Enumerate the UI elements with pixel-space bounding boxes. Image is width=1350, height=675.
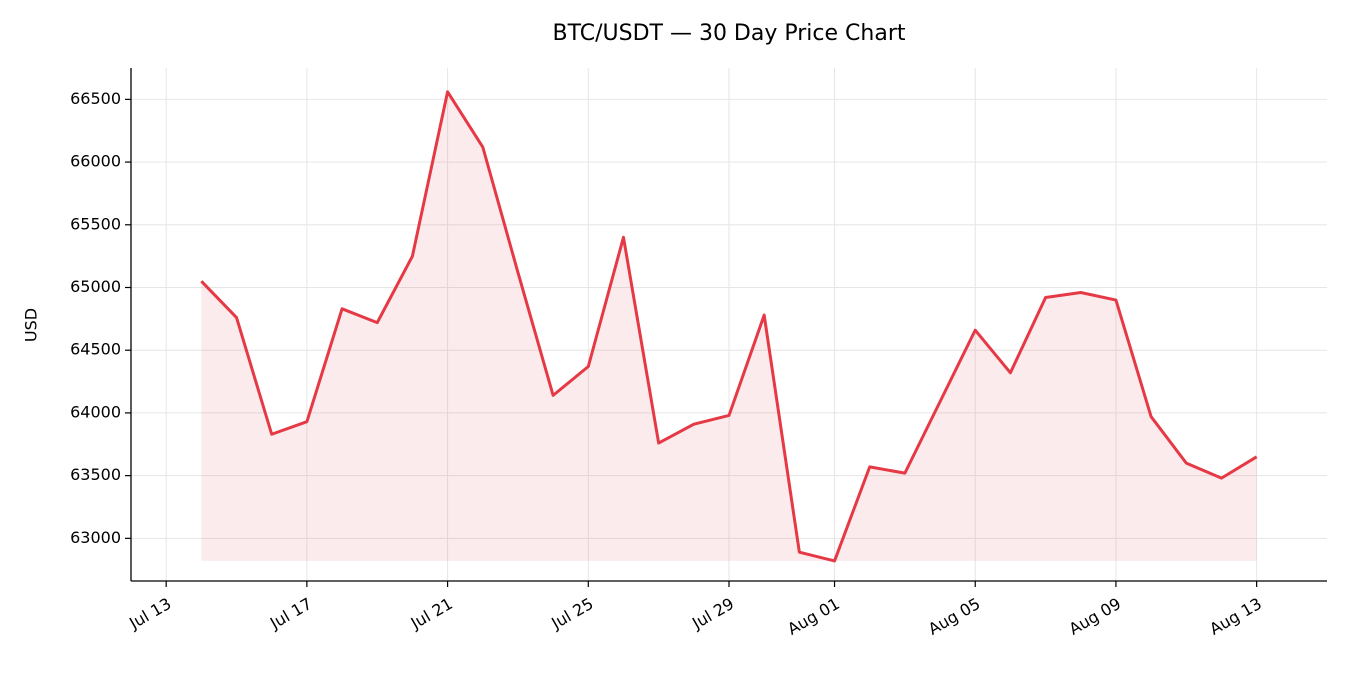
x-tick-label: Aug 01 <box>784 594 843 639</box>
x-tick-label: Jul 25 <box>547 594 596 633</box>
x-tick-label: Jul 29 <box>688 594 737 633</box>
x-tick-label: Aug 13 <box>1206 594 1265 639</box>
y-tick-label: 64000 <box>70 402 121 421</box>
x-tick-label: Jul 17 <box>266 594 315 633</box>
y-tick-label: 65500 <box>70 214 121 233</box>
x-tick-label: Aug 09 <box>1066 594 1125 639</box>
area-fill <box>201 91 1257 561</box>
y-tick-label: 64500 <box>70 340 121 359</box>
y-tick-label: 63000 <box>70 528 121 547</box>
x-tick-label: Aug 05 <box>925 594 984 639</box>
x-tick-label: Jul 21 <box>407 594 456 633</box>
y-tick-label: 66000 <box>70 152 121 171</box>
y-tick-label: 63500 <box>70 465 121 484</box>
y-tick-label: 65000 <box>70 277 121 296</box>
chart-title: BTC/USDT — 30 Day Price Chart <box>553 21 906 46</box>
x-tick-label: Jul 13 <box>125 594 174 633</box>
y-tick-label: 66500 <box>70 89 121 108</box>
y-axis-label: USD <box>22 308 41 342</box>
price-line <box>200 90 1258 563</box>
